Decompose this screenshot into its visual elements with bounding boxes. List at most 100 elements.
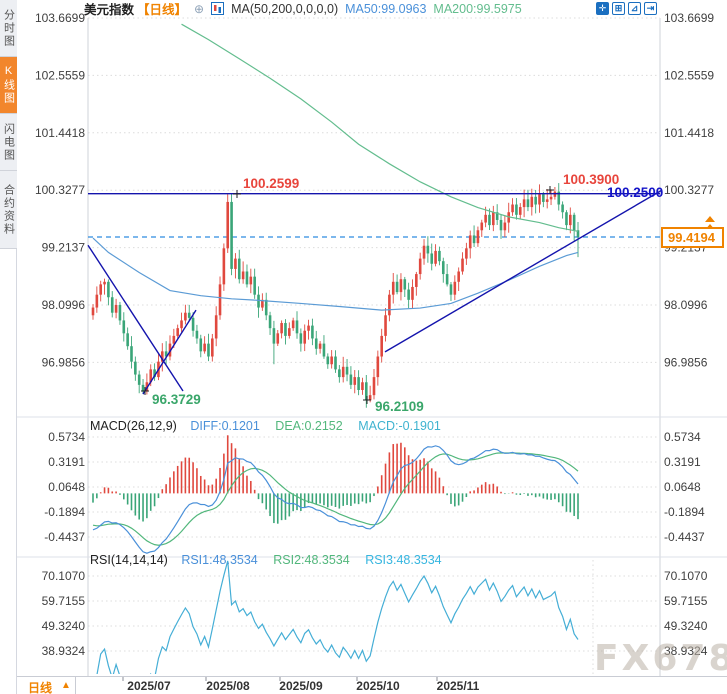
axis-tick-label: 98.0996 — [664, 298, 708, 312]
exit-icon[interactable]: ⇥ — [644, 2, 657, 15]
candle-body — [345, 366, 349, 375]
macd-diff-value: DIFF:0.1201 — [190, 419, 260, 433]
candle-body — [203, 343, 206, 352]
candle-body — [372, 377, 376, 396]
candle-body — [411, 286, 414, 300]
candle-body — [164, 351, 168, 357]
candle-body — [415, 274, 418, 287]
candle-body — [457, 271, 460, 282]
candle-body — [222, 248, 226, 285]
candle-body — [353, 377, 357, 385]
axis-tick-label: 101.4418 — [664, 126, 714, 140]
candle-body — [130, 346, 133, 362]
trendline — [384, 189, 663, 353]
symbol-title: 美元指数 — [84, 3, 135, 17]
kline-type-icon[interactable] — [211, 2, 225, 15]
candle-body — [534, 196, 537, 205]
kline-type-icon-svg — [211, 2, 225, 15]
candle-body — [326, 356, 330, 365]
axis-tick-label: 0.5734 — [48, 430, 85, 444]
pan-icon[interactable]: ✛ — [596, 2, 609, 15]
candle-body — [245, 271, 249, 285]
candle-body — [430, 253, 434, 264]
candle-body — [407, 289, 410, 300]
macd-dea-value: DEA:0.2152 — [275, 419, 343, 433]
candle-body — [276, 333, 280, 344]
sidebar: 分时图 K线图 闪电图 合约资料 — [0, 0, 17, 694]
candle-body — [515, 204, 518, 215]
candle-body — [418, 258, 422, 275]
candle-body — [214, 315, 218, 339]
toolbar-icons: ✛ ⊞ ⊿ ⇥ — [596, 2, 657, 15]
rsi1-value: RSI1:48.3534 — [181, 553, 258, 567]
axis-tick-label: 103.6699 — [35, 11, 85, 25]
axis-tick-label: -0.4437 — [664, 530, 705, 544]
candle-body — [438, 250, 441, 262]
sidebar-tab-contract[interactable]: 合约资料 — [0, 171, 17, 249]
candle-body — [526, 199, 530, 208]
toolbar: 美元指数 【日线】 ⊕ MA(50,200,0,0,0,0) MA50:99.0… — [84, 0, 522, 18]
candle-body — [107, 281, 110, 298]
zoom-reset-icon[interactable]: ⊿ — [628, 2, 641, 15]
zoom-area-icon[interactable]: ⊞ — [612, 2, 625, 15]
candle-body — [264, 299, 268, 316]
bottom-period-label[interactable]: 日线 — [28, 681, 53, 694]
candle-body — [272, 328, 276, 344]
sidebar-tab-flash[interactable]: 闪电图 — [0, 114, 17, 171]
candle-body — [288, 328, 291, 336]
annotation-label: 96.2109 — [375, 399, 424, 414]
anchor-cross-icon — [233, 190, 241, 198]
axis-tick-label: 38.9324 — [664, 644, 708, 658]
candle-body — [338, 369, 341, 378]
candle-body — [110, 297, 114, 313]
candle-body — [441, 261, 445, 275]
candle-body — [330, 356, 333, 365]
axis-tick-label: 99.2137 — [42, 241, 86, 255]
candle-body — [207, 343, 210, 357]
candle-body — [399, 279, 403, 293]
candle-body — [492, 212, 495, 226]
candle-body — [445, 274, 449, 285]
candles-layer — [91, 183, 580, 408]
rsi-layer — [96, 560, 579, 674]
axis-tick-label: 102.5559 — [664, 68, 714, 82]
add-indicator-icon[interactable]: ⊕ — [194, 1, 205, 16]
candle-body — [268, 315, 272, 329]
candle-body — [295, 320, 299, 334]
candle-body — [176, 328, 179, 336]
axis-tick-label: -0.1894 — [44, 505, 85, 519]
month-label: 2025/11 — [437, 679, 480, 693]
month-label: 2025/08 — [206, 679, 250, 693]
candle-body — [561, 204, 564, 213]
candle-body — [153, 369, 156, 378]
candle-body — [160, 351, 164, 362]
candle-body — [426, 245, 430, 254]
axis-tick-label: 100.3277 — [664, 183, 714, 197]
sidebar-tab-kline[interactable]: K线图 — [0, 57, 17, 114]
rsi2-value: RSI2:48.3534 — [273, 553, 350, 567]
candle-body — [230, 201, 233, 269]
candle-body — [569, 214, 572, 226]
period-up-icon[interactable]: ▲ — [61, 680, 71, 691]
trendline — [142, 309, 197, 395]
month-label: 2025/07 — [127, 679, 171, 693]
period-selector[interactable]: 【日线】 — [137, 3, 188, 17]
axis-tick-label: 102.5559 — [35, 68, 85, 82]
candle-body — [261, 299, 264, 308]
candle-body — [476, 230, 480, 244]
macd-layer — [92, 435, 579, 554]
candle-body — [465, 248, 468, 259]
candle-body — [391, 281, 395, 295]
candle-body — [499, 219, 503, 231]
candle-body — [253, 276, 256, 295]
month-label: 2025/09 — [279, 679, 323, 693]
ma-line — [181, 23, 579, 232]
sidebar-tab-intraday[interactable]: 分时图 — [0, 0, 17, 57]
candle-body — [395, 281, 399, 293]
axis-tick-label: 49.3240 — [42, 619, 86, 633]
rsi-label: RSI(14,14,14) — [90, 553, 168, 567]
candle-body — [95, 294, 99, 308]
candle-body — [257, 294, 260, 308]
axis-tick-label: 0.3191 — [664, 455, 701, 469]
